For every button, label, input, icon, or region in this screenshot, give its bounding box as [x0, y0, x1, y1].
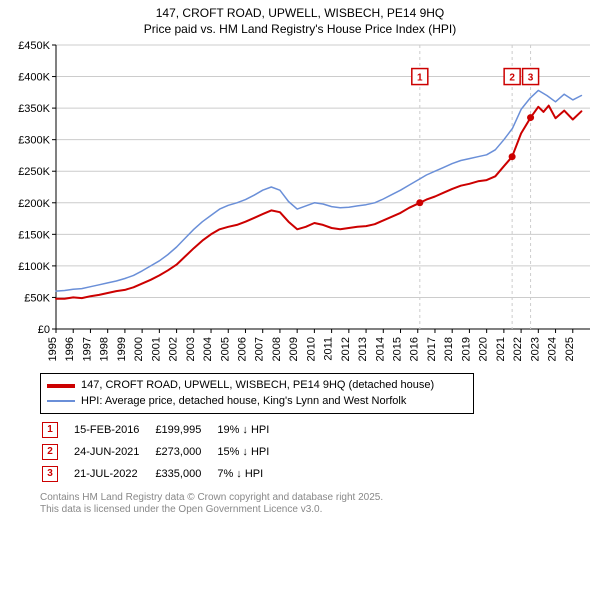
marker-box-icon: 1 [42, 422, 58, 438]
marker-box-icon: 2 [42, 444, 58, 460]
svg-text:2003: 2003 [185, 337, 197, 361]
svg-text:2016: 2016 [409, 337, 421, 361]
svg-text:1998: 1998 [99, 337, 111, 361]
sale-price: £199,995 [155, 420, 215, 440]
svg-text:£450K: £450K [18, 40, 50, 52]
svg-text:2019: 2019 [460, 337, 472, 361]
chart-area: £0 £50K £100K £150K £200K £250K £300K £350K £400… [0, 37, 600, 367]
svg-text:2009: 2009 [288, 337, 300, 361]
chart-title: 147, CROFT ROAD, UPWELL, WISBECH, PE14 9… [0, 0, 600, 37]
svg-text:2: 2 [509, 73, 515, 84]
sale-price: £335,000 [155, 464, 215, 484]
svg-text:£200K: £200K [18, 198, 50, 210]
svg-text:2004: 2004 [202, 337, 214, 361]
line-chart: £0 £50K £100K £150K £200K £250K £300K £350K £400… [0, 37, 600, 367]
svg-text:2020: 2020 [478, 337, 490, 361]
svg-text:£250K: £250K [18, 166, 50, 178]
svg-text:3: 3 [528, 73, 534, 84]
svg-text:2011: 2011 [323, 337, 335, 361]
svg-text:2021: 2021 [495, 337, 507, 361]
sale-date: 24-JUN-2021 [74, 442, 153, 462]
svg-text:£400K: £400K [18, 72, 50, 84]
svg-text:2010: 2010 [305, 337, 317, 361]
svg-text:1997: 1997 [81, 337, 93, 361]
svg-text:2001: 2001 [150, 337, 162, 361]
svg-text:£350K: £350K [18, 103, 50, 115]
legend-label: HPI: Average price, detached house, King… [81, 394, 406, 409]
svg-text:2000: 2000 [133, 337, 145, 361]
table-row: 3 21-JUL-2022£335,0007% ↓ HPI [42, 464, 283, 484]
svg-text:£100K: £100K [18, 261, 50, 273]
sales-table: 1 15-FEB-2016£199,99519% ↓ HPI 2 24-JUN-202… [40, 418, 285, 486]
table-row: 2 24-JUN-2021£273,00015% ↓ HPI [42, 442, 283, 462]
legend-row: 147, CROFT ROAD, UPWELL, WISBECH, PE14 9… [47, 378, 467, 393]
sale-price: £273,000 [155, 442, 215, 462]
svg-text:2012: 2012 [340, 337, 352, 361]
svg-text:2022: 2022 [512, 337, 524, 361]
legend-swatch-price-paid [47, 384, 75, 388]
svg-text:2014: 2014 [374, 337, 386, 361]
svg-text:£150K: £150K [18, 230, 50, 242]
svg-text:2023: 2023 [529, 337, 541, 361]
svg-text:2007: 2007 [254, 337, 266, 361]
svg-text:£50K: £50K [24, 293, 50, 305]
svg-text:2017: 2017 [426, 337, 438, 361]
sale-delta: 19% ↓ HPI [217, 420, 283, 440]
svg-text:2002: 2002 [168, 337, 180, 361]
svg-text:2024: 2024 [547, 337, 559, 361]
svg-text:2015: 2015 [392, 337, 404, 361]
sale-delta: 7% ↓ HPI [217, 464, 283, 484]
svg-text:2025: 2025 [564, 337, 576, 361]
legend-row: HPI: Average price, detached house, King… [47, 394, 467, 409]
marker-box-icon: 3 [42, 466, 58, 482]
legend-label: 147, CROFT ROAD, UPWELL, WISBECH, PE14 9… [81, 378, 434, 393]
legend: 147, CROFT ROAD, UPWELL, WISBECH, PE14 9… [40, 373, 474, 414]
svg-text:1996: 1996 [64, 337, 76, 361]
svg-text:2018: 2018 [443, 337, 455, 361]
sale-date: 15-FEB-2016 [74, 420, 153, 440]
svg-text:2008: 2008 [271, 337, 283, 361]
svg-text:1995: 1995 [47, 337, 59, 361]
svg-text:2005: 2005 [219, 337, 231, 361]
legend-swatch-hpi [47, 400, 75, 402]
table-row: 1 15-FEB-2016£199,99519% ↓ HPI [42, 420, 283, 440]
title-line2: Price paid vs. HM Land Registry's House … [0, 22, 600, 38]
footnote: Contains HM Land Registry data © Crown c… [40, 492, 600, 517]
sale-delta: 15% ↓ HPI [217, 442, 283, 462]
sale-date: 21-JUL-2022 [74, 464, 153, 484]
svg-text:1: 1 [417, 73, 423, 84]
footnote-line1: Contains HM Land Registry data © Crown c… [40, 492, 600, 505]
svg-text:1999: 1999 [116, 337, 128, 361]
svg-text:2013: 2013 [357, 337, 369, 361]
svg-text:£0: £0 [38, 324, 50, 336]
title-line1: 147, CROFT ROAD, UPWELL, WISBECH, PE14 9… [0, 6, 600, 22]
svg-text:£300K: £300K [18, 135, 50, 147]
footnote-line2: This data is licensed under the Open Gov… [40, 504, 600, 517]
svg-text:2006: 2006 [236, 337, 248, 361]
